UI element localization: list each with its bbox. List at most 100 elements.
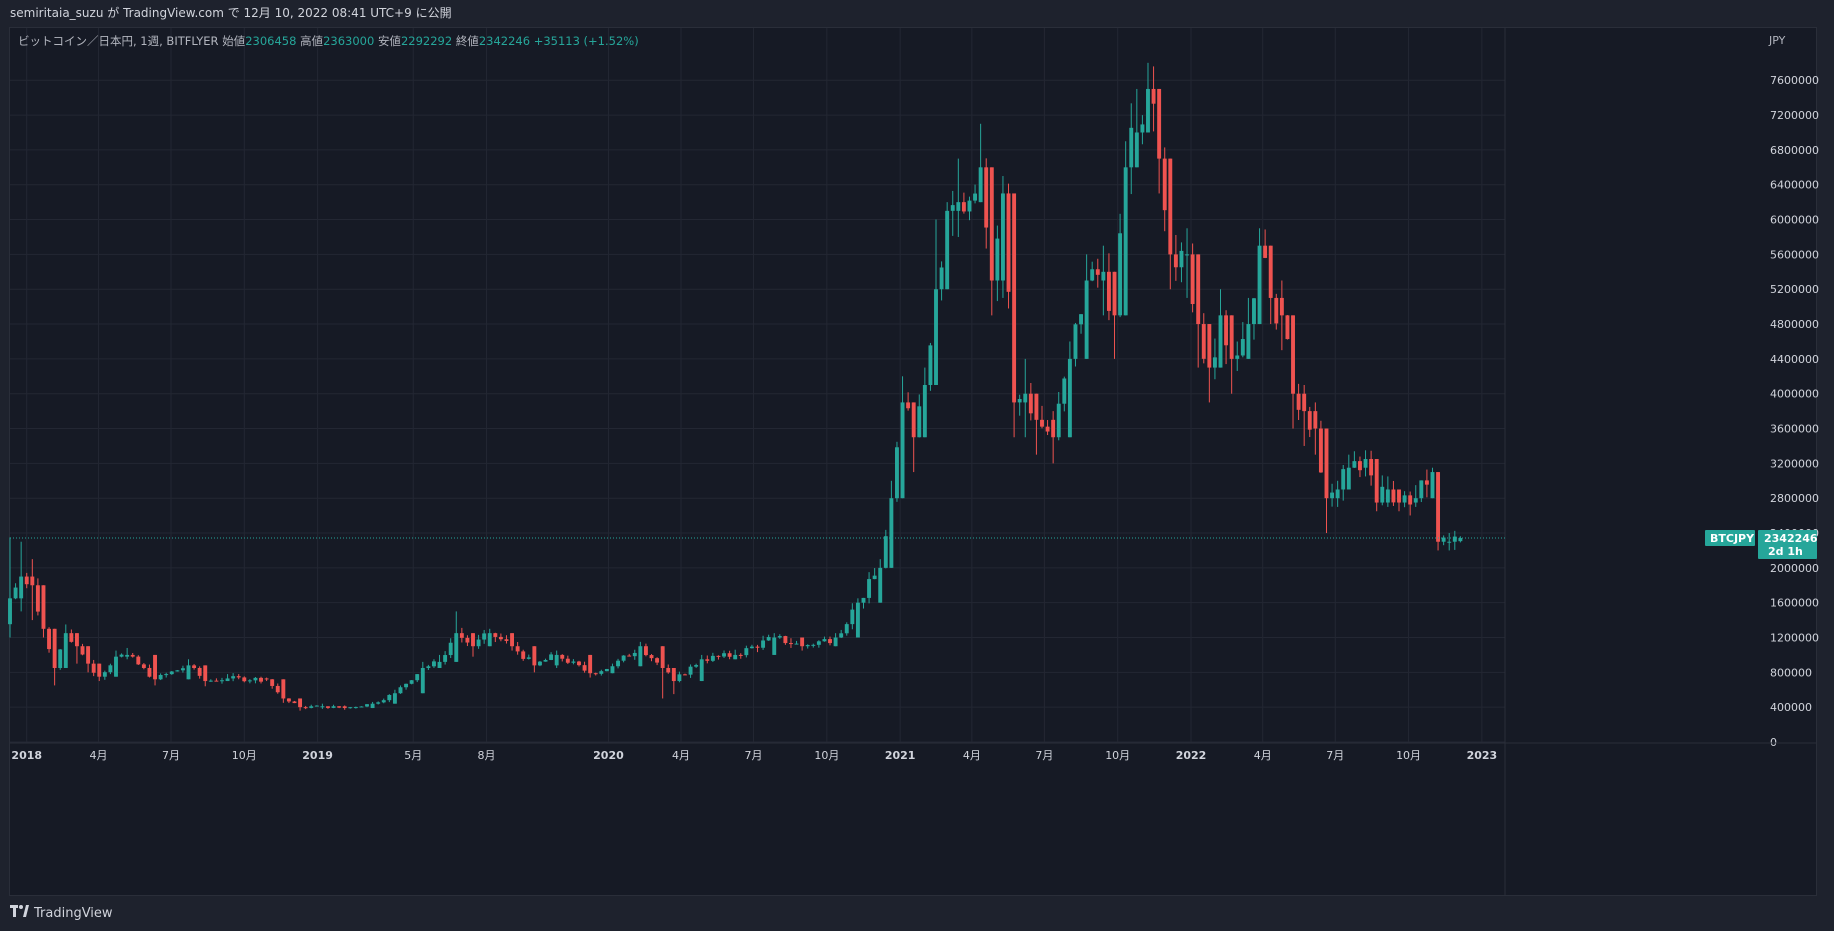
tradingview-logo-icon — [10, 905, 30, 921]
candle-body — [766, 637, 771, 641]
candle-body — [275, 685, 280, 693]
candle-body — [922, 385, 927, 438]
chart-grid — [10, 28, 1505, 743]
candle-body — [861, 597, 866, 603]
candle-body — [1090, 269, 1095, 281]
candle-body — [1045, 426, 1050, 432]
candle-body — [649, 655, 654, 659]
candle-body — [298, 698, 303, 708]
candle-body — [1084, 280, 1089, 359]
candle-body — [236, 676, 241, 678]
candle-body — [1095, 269, 1100, 275]
candle-body — [928, 345, 933, 385]
candle-body — [1006, 193, 1011, 292]
candle-body — [1302, 393, 1307, 412]
candle-body — [1279, 297, 1284, 316]
price-axis[interactable]: JPY 040000080000012000001600000200000024… — [1504, 28, 1819, 895]
ohlc-legend[interactable]: ビットコイン／日本円, 1週, BITFLYER 始値2306458 高値236… — [18, 33, 639, 49]
candle-body — [208, 680, 213, 682]
candle-body — [409, 680, 414, 684]
candle-body — [1436, 472, 1441, 542]
time-tick-label: 5月 — [404, 749, 422, 762]
candle-body — [549, 654, 554, 660]
time-tick-label: 10月 — [1105, 749, 1130, 762]
candle-body — [978, 167, 983, 203]
candle-body — [19, 576, 24, 599]
candle-body — [259, 677, 263, 682]
time-tick-label: 2019 — [302, 749, 333, 762]
time-tick-label: 7月 — [1035, 749, 1053, 762]
candle-body — [342, 706, 347, 709]
legend-high-value: 2363000 — [323, 34, 375, 48]
candle-body — [789, 643, 793, 645]
candle-body — [1296, 393, 1301, 410]
candle-body — [532, 646, 537, 666]
candle-body — [158, 674, 163, 680]
candle-body — [911, 402, 916, 438]
time-tick-label: 7月 — [1326, 749, 1344, 762]
candle-body — [956, 202, 961, 211]
candle-body — [337, 706, 342, 708]
published-header: semiritaia_suzu が TradingView.com で 12月 … — [0, 0, 1834, 26]
candle-body — [1413, 498, 1418, 503]
candle-body — [1212, 357, 1217, 368]
candle-body — [326, 706, 330, 708]
candle-body — [63, 633, 68, 668]
candle-body — [1452, 536, 1457, 542]
candle-body — [69, 633, 74, 642]
candle-body — [816, 641, 821, 645]
candle-body — [710, 655, 715, 661]
candle-body — [35, 585, 40, 612]
price-tick-label: 800000 — [1770, 666, 1812, 679]
candle-body — [777, 636, 782, 638]
candle-body — [387, 694, 392, 701]
last-price-marker: BTCJPY 2342246 2d 1h — [10, 530, 1818, 560]
candle-body — [376, 702, 381, 704]
candle-body — [783, 636, 788, 644]
candle-body — [1257, 245, 1262, 325]
candle-body — [627, 655, 632, 657]
candle-body — [264, 678, 269, 680]
candle-body — [867, 579, 872, 598]
candle-body — [415, 674, 420, 681]
candle-body — [348, 707, 353, 709]
candle-body — [247, 680, 252, 682]
footer-brand[interactable]: TradingView — [10, 904, 113, 922]
candle-body — [359, 706, 364, 708]
candle-body — [1123, 167, 1128, 316]
candle-body — [638, 646, 643, 667]
candle-body — [253, 677, 258, 681]
candle-body — [309, 706, 314, 708]
chart-frame[interactable] — [9, 27, 1817, 896]
candle-body — [370, 703, 375, 709]
candle-body — [1218, 315, 1223, 368]
candle-body — [1458, 538, 1463, 542]
candle-body — [984, 167, 989, 228]
candle-body — [197, 668, 202, 676]
candle-body — [1023, 393, 1028, 403]
candle-body — [565, 658, 570, 663]
candle-body — [621, 655, 626, 661]
candle-body — [242, 677, 247, 682]
candle-body — [1229, 315, 1234, 359]
candle-body — [604, 668, 609, 672]
candle-body — [130, 654, 135, 657]
candle-body — [493, 633, 498, 637]
candle-body — [420, 667, 425, 694]
candle-body — [995, 238, 1000, 281]
candle-body — [744, 648, 749, 656]
price-tick-label: 7200000 — [1770, 109, 1819, 122]
candle-body — [934, 289, 938, 385]
candle-body — [80, 646, 85, 655]
candle-body — [1051, 419, 1056, 438]
candle-body — [950, 205, 955, 211]
candle-body — [1307, 411, 1312, 430]
candle-body — [1073, 324, 1078, 359]
candle-body — [1341, 469, 1346, 490]
candle-body — [632, 652, 637, 657]
candle-body — [733, 654, 738, 660]
candle-body — [1146, 88, 1150, 133]
time-axis[interactable]: 2018 4月 7月 10月 2019 5月 8月 2020 4月 7月 10月 2021 4月 7月 10… — [10, 742, 1817, 762]
candle-body — [314, 705, 319, 707]
